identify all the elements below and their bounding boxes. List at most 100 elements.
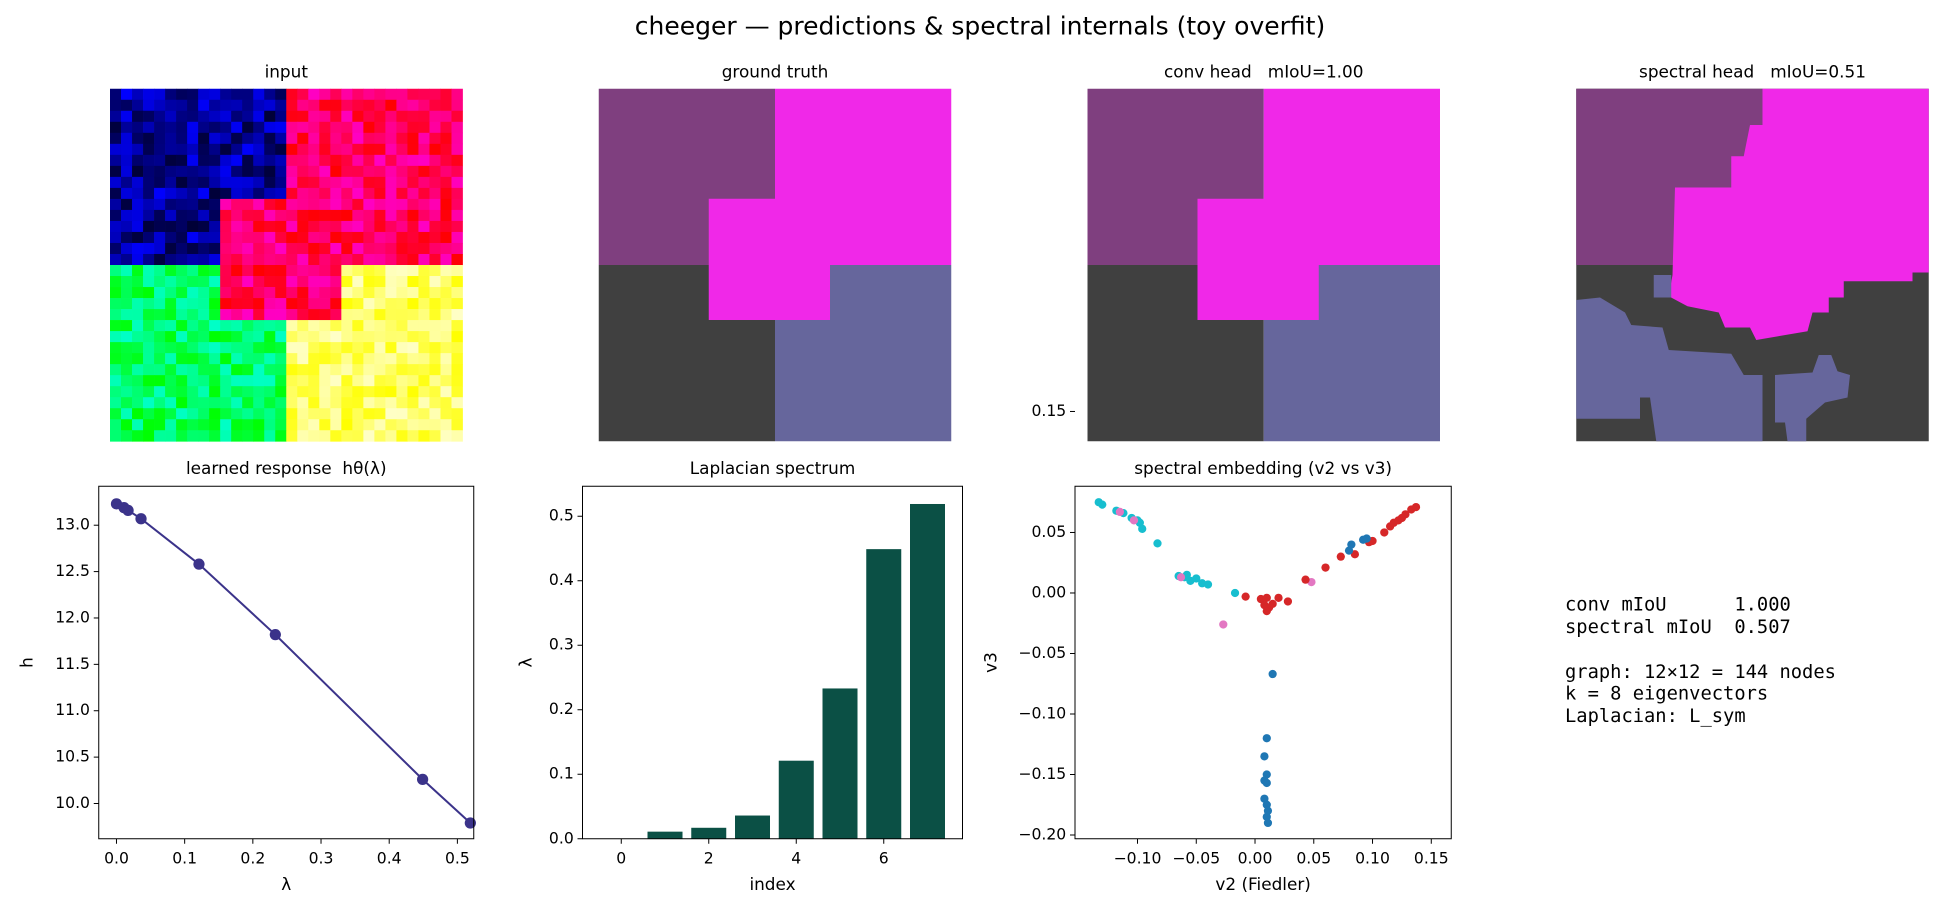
y-axis-label: λ	[515, 657, 535, 667]
pixel	[308, 209, 320, 222]
pixel	[209, 430, 221, 442]
pixel	[286, 176, 298, 189]
pixel	[143, 386, 155, 398]
pixel	[451, 253, 463, 266]
x-axis-label: index	[749, 874, 795, 894]
pixel	[319, 331, 331, 343]
chart-title: Laplacian spectrum	[690, 458, 856, 478]
pixel	[154, 386, 166, 398]
pixel	[154, 265, 166, 277]
panel-title: conv head mIoU=1.00	[1164, 62, 1364, 82]
marker	[122, 504, 134, 516]
pixel	[165, 110, 177, 123]
pixel	[176, 342, 188, 354]
pixel	[165, 231, 177, 244]
pixel	[352, 187, 364, 200]
pixel	[275, 386, 287, 398]
pixel	[121, 132, 133, 145]
pixel	[396, 231, 408, 244]
pixel	[363, 132, 375, 145]
pixel	[198, 375, 210, 387]
pixel	[352, 88, 364, 101]
pixel	[110, 231, 122, 244]
pixel	[363, 419, 375, 431]
pixel	[363, 176, 375, 189]
pixel	[407, 220, 419, 233]
pixel	[121, 342, 133, 354]
pixel	[264, 375, 276, 387]
pixel	[154, 375, 166, 387]
pixel	[451, 265, 463, 277]
pixel	[286, 132, 298, 145]
pixel	[352, 353, 364, 365]
pixel	[374, 342, 386, 354]
pixel	[330, 121, 342, 134]
pixel	[242, 276, 254, 288]
pixel	[231, 198, 243, 211]
pixel	[154, 176, 166, 189]
pixel	[275, 430, 287, 442]
pixel	[363, 342, 375, 354]
pixel	[275, 309, 287, 321]
pixel	[319, 397, 331, 409]
pixel	[198, 364, 210, 376]
pixel	[121, 265, 133, 277]
point	[1401, 510, 1410, 519]
pixel	[264, 121, 276, 134]
pixel	[154, 154, 166, 167]
pixel	[396, 375, 408, 387]
pixel	[110, 121, 122, 134]
pixel	[143, 176, 155, 189]
pixel	[407, 165, 419, 178]
pixel	[220, 209, 232, 222]
pixel	[143, 165, 155, 178]
pixel	[341, 187, 353, 200]
pixel	[110, 132, 122, 145]
pixel	[330, 231, 342, 244]
pixel	[363, 287, 375, 299]
pixel	[396, 397, 408, 409]
pixel	[121, 165, 133, 178]
pixel	[418, 419, 430, 431]
pixel	[242, 287, 254, 299]
pixel	[374, 198, 386, 211]
pixel	[363, 165, 375, 178]
pixel	[374, 165, 386, 178]
pixel	[451, 187, 463, 200]
pixel	[253, 287, 265, 299]
pixel	[451, 209, 463, 222]
pixel	[165, 408, 177, 420]
pixel	[385, 430, 397, 442]
pixel	[121, 309, 133, 321]
pixel	[275, 187, 287, 200]
pixel	[396, 265, 408, 277]
pixel	[220, 231, 232, 244]
pixel	[275, 375, 287, 387]
pixel	[319, 309, 331, 321]
pixel	[429, 364, 441, 376]
axes-frame	[98, 485, 475, 840]
pixel	[264, 176, 276, 189]
pixel	[176, 231, 188, 244]
pixel	[297, 253, 309, 266]
pixel	[110, 386, 122, 398]
pixel	[154, 132, 166, 145]
figure-title: cheeger — predictions & spectral interna…	[635, 12, 1325, 41]
pixel	[176, 320, 188, 332]
pixel	[418, 110, 430, 123]
pixel	[385, 110, 397, 123]
pixel	[407, 99, 419, 112]
pixel	[374, 265, 386, 277]
pixel	[242, 397, 254, 409]
pixel	[418, 309, 430, 321]
pixel	[121, 88, 133, 101]
pixel	[154, 231, 166, 244]
pixel	[253, 99, 265, 112]
pixel	[165, 309, 177, 321]
pixel	[363, 375, 375, 387]
pixel	[297, 132, 309, 145]
pixel	[308, 176, 320, 189]
pixel	[440, 110, 452, 123]
pixel	[242, 198, 254, 211]
